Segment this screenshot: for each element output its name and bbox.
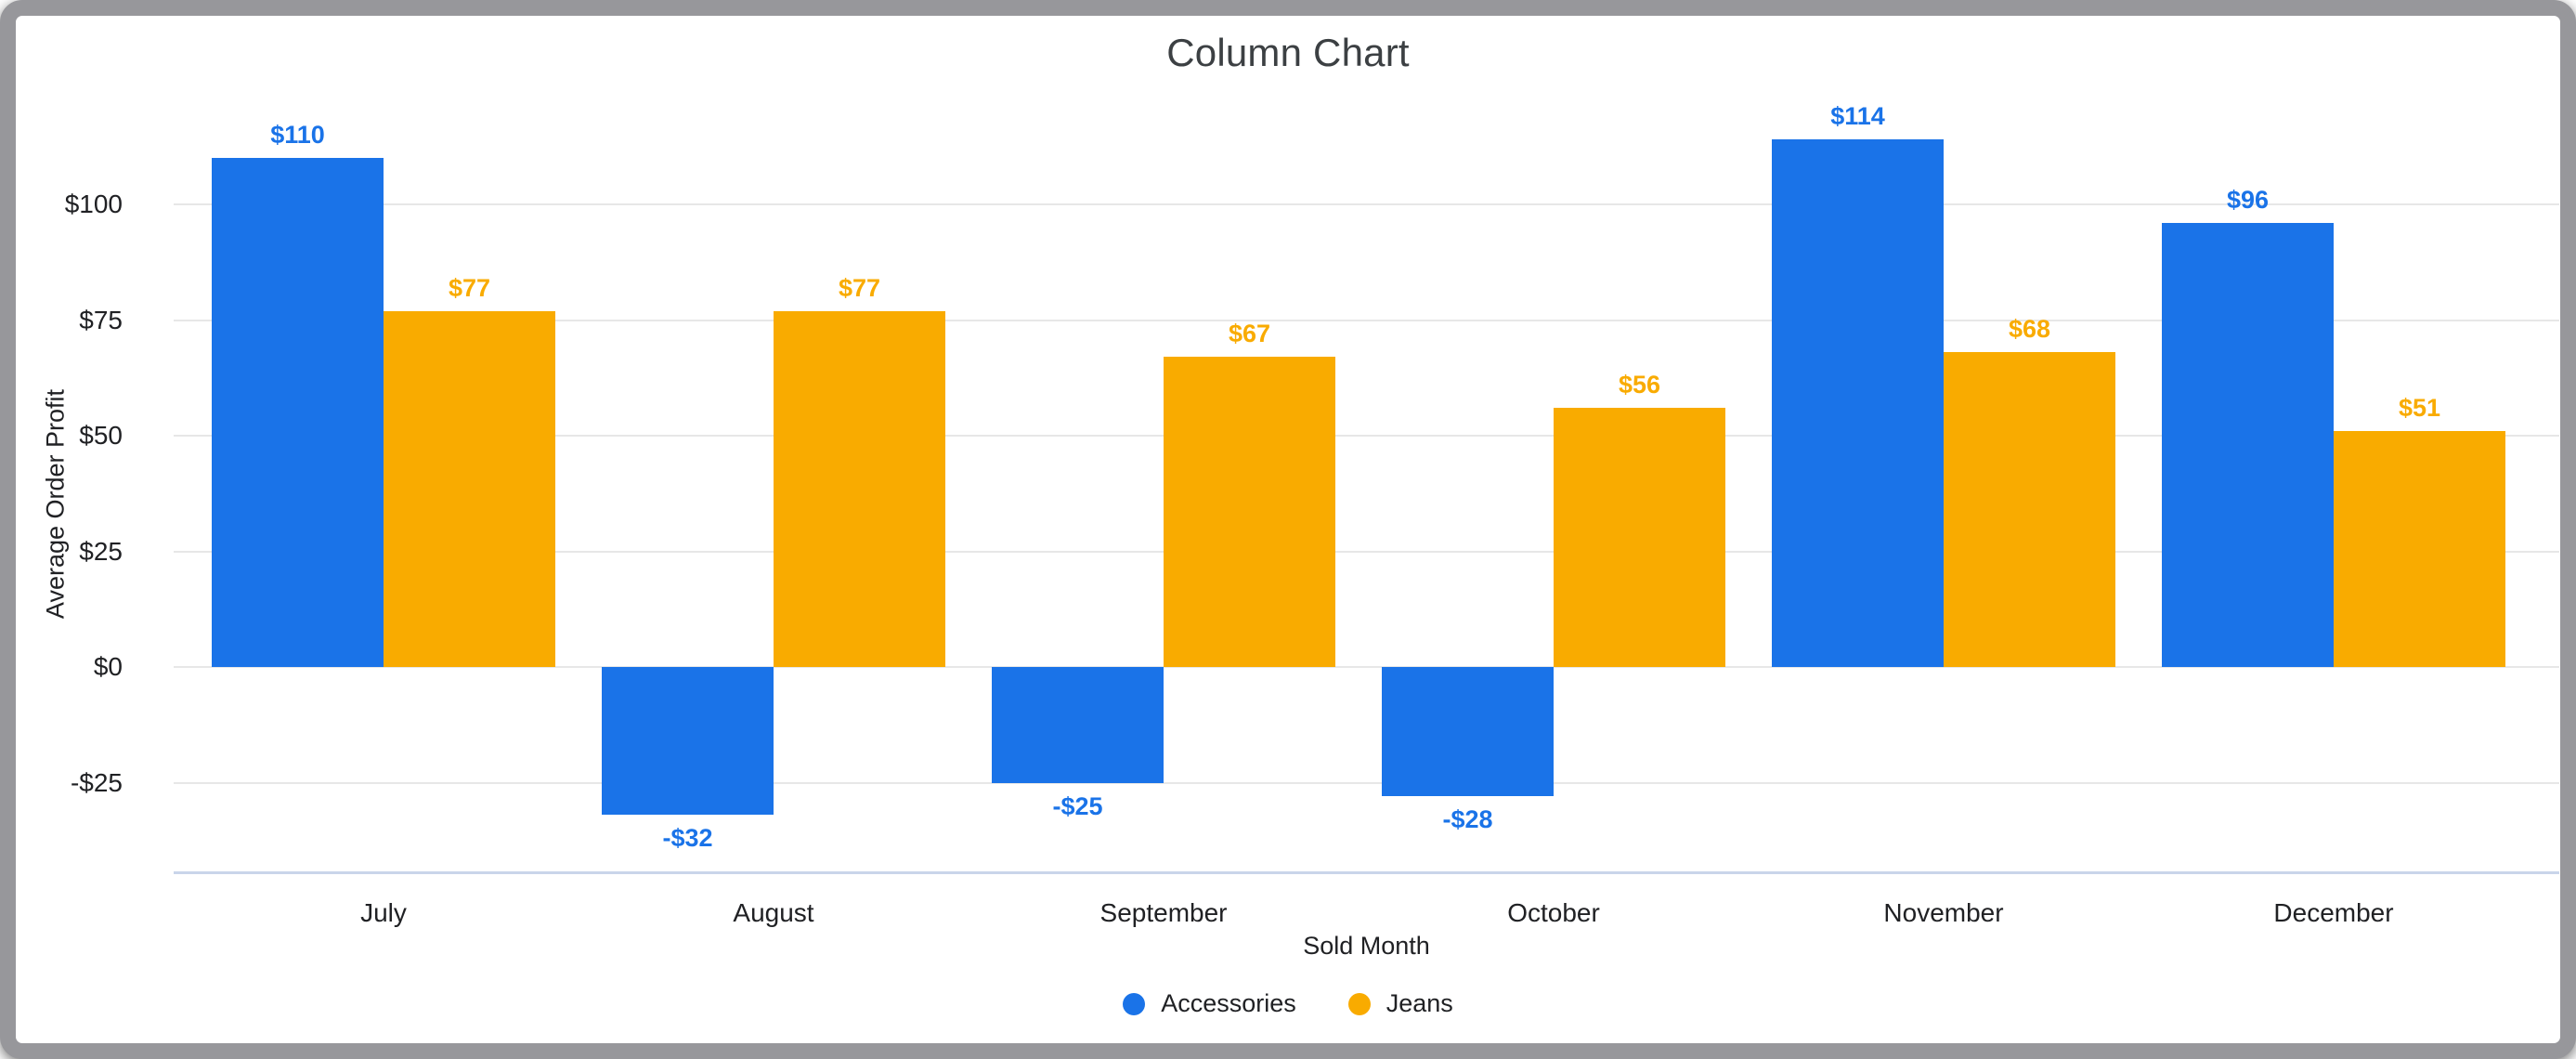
x-tick-october: October	[1507, 898, 1600, 927]
bar-label-jeans-november: $68	[2008, 315, 2051, 344]
legend-swatch-icon-accessories	[1123, 992, 1146, 1015]
bar-label-jeans-july: $77	[448, 273, 491, 302]
bar-label-accessories-november: $114	[1830, 102, 1885, 131]
x-tick-september: September	[1099, 898, 1228, 927]
y-tick-label--75: $75	[79, 305, 123, 334]
legend-label-jeans: Jeans	[1386, 989, 1453, 1017]
y-tick-label--25: $25	[79, 536, 123, 566]
y-tick-label--50: $50	[79, 421, 123, 450]
bar-jeans-september[interactable]	[1164, 357, 1335, 667]
bar-jeans-december[interactable]	[2334, 431, 2505, 667]
bar-label-jeans-september: $67	[1228, 320, 1271, 348]
gridline--25	[174, 550, 2559, 553]
y-tick-label--100: $100	[64, 190, 123, 218]
bar-accessories-october[interactable]	[1382, 667, 1554, 797]
bar-jeans-october[interactable]	[1554, 408, 1725, 667]
chart-content: Column Chart Average Order Profit $100 $7…	[16, 16, 2560, 1043]
bar-accessories-july[interactable]	[212, 158, 384, 667]
chart-title: Column Chart	[1166, 31, 1410, 74]
bar-label-accessories-september: -$25	[1052, 791, 1103, 820]
bar-label-accessories-october: -$28	[1442, 805, 1493, 834]
gridline--25	[174, 781, 2559, 784]
bar-jeans-august[interactable]	[774, 310, 945, 667]
bar-label-jeans-october: $56	[1618, 371, 1661, 399]
bar-label-accessories-december: $96	[2226, 185, 2270, 214]
x-tick-november: November	[1883, 898, 2004, 927]
bar-accessories-september[interactable]	[992, 667, 1164, 783]
bar-jeans-november[interactable]	[1944, 352, 2115, 667]
x-tick-december: December	[2273, 898, 2394, 927]
bar-label-accessories-august: -$32	[662, 824, 713, 853]
legend-item-accessories[interactable]: Accessories	[1123, 989, 1296, 1018]
bar-accessories-november[interactable]	[1772, 139, 1944, 667]
bar-accessories-august[interactable]	[602, 667, 774, 816]
x-tick-august: August	[733, 898, 814, 927]
x-axis-title: Sold Month	[1303, 932, 1430, 960]
bar-accessories-december[interactable]	[2162, 222, 2334, 667]
gridline--75	[174, 319, 2559, 321]
bar-jeans-july[interactable]	[384, 310, 555, 667]
gridline--0	[174, 666, 2559, 668]
legend-item-jeans[interactable]: Jeans	[1347, 989, 1453, 1018]
y-tick-label--0: $0	[93, 652, 123, 681]
gridline--50	[174, 435, 2559, 437]
y-tick-label--25: -$25	[70, 767, 123, 797]
gridline--100	[174, 203, 2559, 205]
bar-label-jeans-december: $51	[2398, 394, 2441, 423]
legend-swatch-icon-jeans	[1347, 992, 1371, 1015]
x-axis-line	[174, 871, 2559, 874]
legend: Accessories Jeans	[16, 989, 2560, 1018]
bar-label-accessories-july: $110	[270, 121, 325, 150]
x-tick-july: July	[360, 898, 407, 927]
legend-label-accessories: Accessories	[1161, 989, 1296, 1017]
bar-label-jeans-august: $77	[838, 273, 881, 302]
